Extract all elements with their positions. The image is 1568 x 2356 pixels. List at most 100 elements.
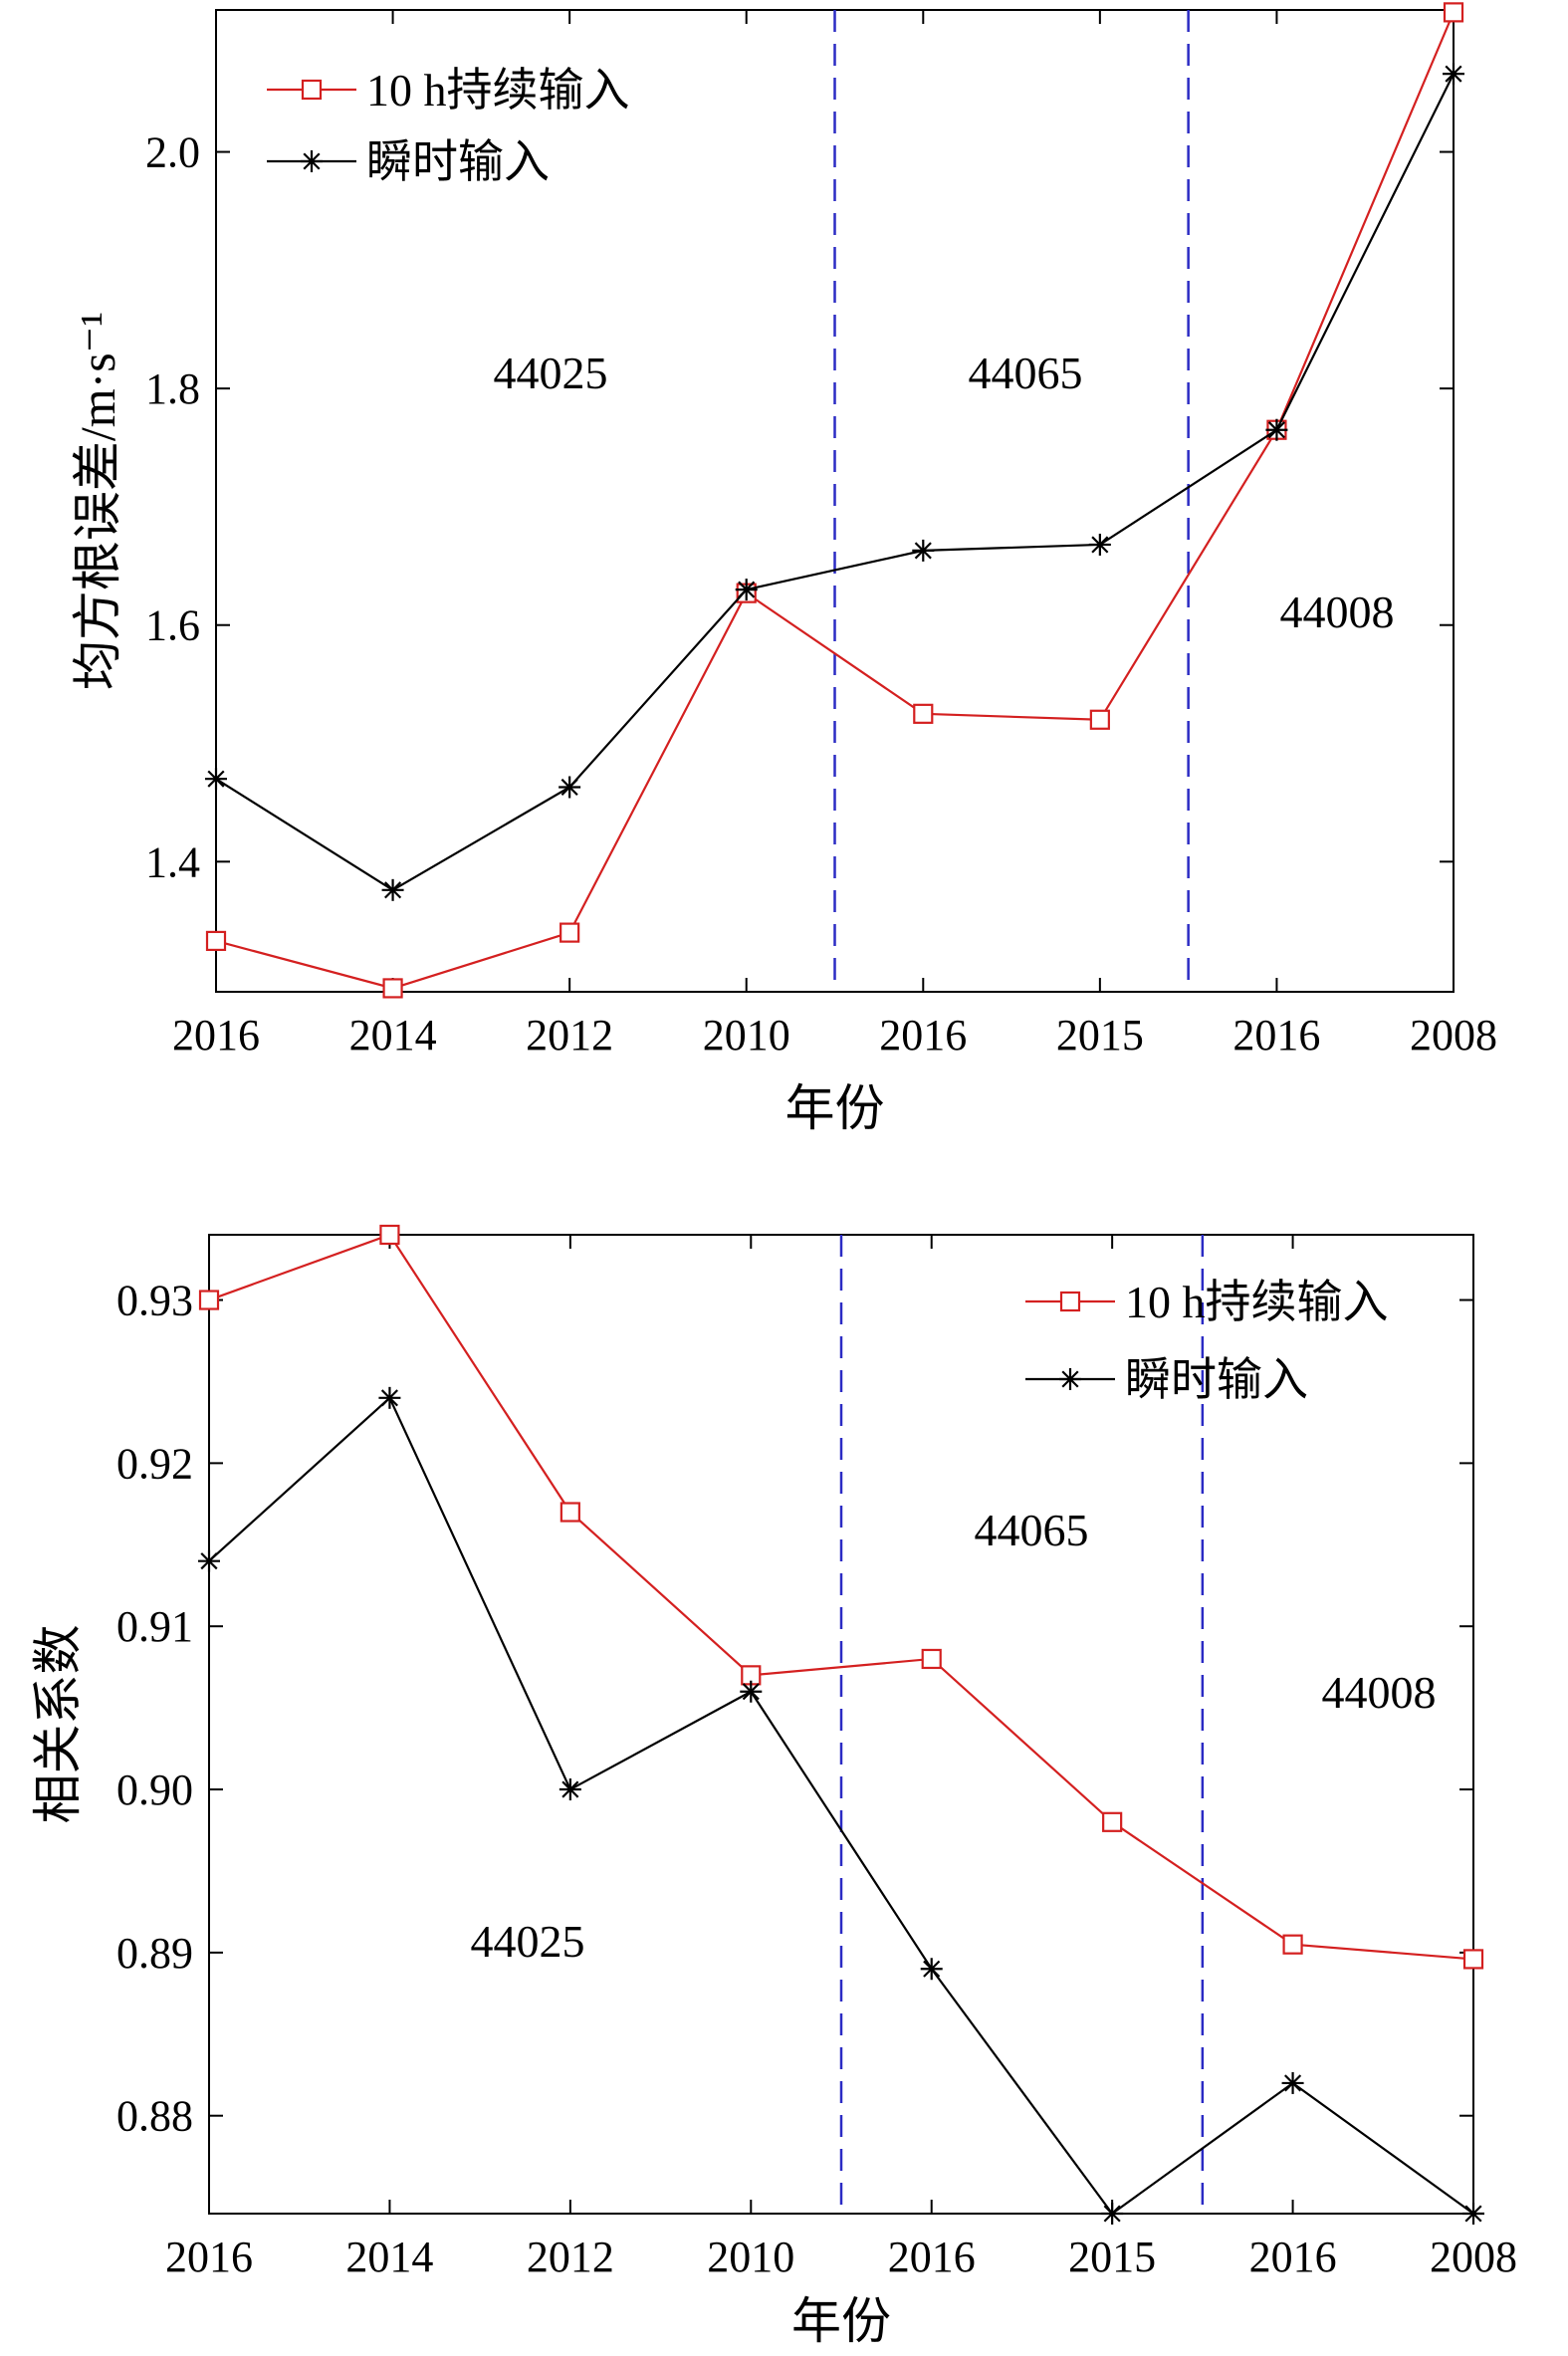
data-point-square — [205, 930, 227, 952]
data-point-star — [1088, 533, 1111, 556]
star-stroke — [303, 152, 321, 170]
star-stroke — [1267, 421, 1285, 439]
data-point-square — [198, 1290, 220, 1310]
y-tick-label: 1.4 — [145, 837, 200, 886]
data-point-square — [1059, 1291, 1081, 1312]
series-line — [215, 11, 1456, 990]
star-stroke — [380, 1389, 398, 1407]
star-stroke — [1091, 536, 1109, 554]
data-point-square — [1443, 2, 1464, 23]
data-point-square — [301, 79, 323, 101]
data-point-square — [913, 703, 934, 724]
legend-label: 瞬时输入 — [366, 136, 550, 187]
star-stroke — [738, 581, 756, 598]
chart-1: 2016 2014 2012 2010 2016 2015 2016 2008 1.4 1.6 1.… — [70, 2, 1497, 1136]
series-line — [208, 1233, 1474, 1961]
data-point-star — [920, 1958, 943, 1981]
x-axis-label: 年份 — [791, 2293, 891, 2349]
data-point-star — [198, 1549, 220, 1572]
y-tick-label: 0.93 — [116, 1277, 193, 1325]
x-tick-label: 2016 — [888, 2233, 976, 2281]
star-stroke — [384, 881, 402, 899]
data-point-square — [1089, 709, 1110, 730]
data-point-square — [379, 1224, 400, 1246]
legend-label: 10 h持续输入 — [366, 65, 630, 116]
x-tick-label: 2016 — [1249, 2233, 1337, 2281]
data-point-square — [1462, 1949, 1484, 1970]
y-axis-label: 均方根误差/m·s⁻¹ — [70, 312, 125, 690]
data-point-star — [1059, 1368, 1081, 1390]
series-line — [208, 1396, 1474, 2216]
star-stroke — [1445, 65, 1462, 83]
x-tick-label: 2016 — [165, 2233, 253, 2281]
x-tick-label: 2014 — [345, 2233, 433, 2281]
series-line — [215, 73, 1455, 892]
data-point-star — [559, 776, 581, 799]
y-tick-label: 0.92 — [116, 1439, 193, 1488]
x-tick-label: 2008 — [1410, 1011, 1497, 1060]
x-tick-label: 2015 — [1068, 2233, 1156, 2281]
data-point-square — [560, 1502, 580, 1523]
y-tick-label: 0.91 — [116, 1602, 193, 1651]
data-point-star — [912, 539, 935, 562]
chart-2: 2016 2014 2012 2010 2016 2015 2016 2008 0.88 0.89… — [30, 1224, 1517, 2349]
data-point-star — [559, 1778, 581, 1801]
star-stroke — [1103, 2205, 1121, 2223]
y-tick-label: 0.88 — [116, 2092, 193, 2141]
y-axis-label: 相关系数 — [30, 1625, 86, 1824]
x-tick-label: 2016 — [879, 1011, 967, 1060]
y-tick-label: 1.6 — [145, 601, 200, 650]
star-stroke — [1284, 2074, 1302, 2092]
star-stroke — [561, 1780, 579, 1798]
star-stroke — [200, 1552, 218, 1570]
data-point-star — [1281, 2071, 1304, 2094]
data-point-star — [1265, 418, 1288, 441]
legend-label: 10 h持续输入 — [1125, 1277, 1389, 1327]
legend-label: 瞬时输入 — [1125, 1354, 1308, 1405]
x-tick-label: 2015 — [1056, 1011, 1144, 1060]
x-tick-label: 2012 — [527, 2233, 614, 2281]
region-label: 44008 — [1322, 1667, 1437, 1718]
region-label: 44025 — [494, 348, 608, 398]
data-point-star — [740, 1680, 763, 1703]
star-stroke — [207, 770, 225, 788]
region-label: 44065 — [975, 1505, 1089, 1555]
x-tick-label: 2010 — [703, 1011, 790, 1060]
y-tick-label: 0.89 — [116, 1929, 193, 1978]
data-point-square — [921, 1648, 942, 1670]
x-tick-label: 2016 — [172, 1011, 260, 1060]
x-tick-label: 2008 — [1430, 2233, 1517, 2281]
star-stroke — [1464, 2205, 1482, 2223]
star-stroke — [914, 542, 932, 560]
data-point-square — [1102, 1811, 1123, 1832]
star-stroke — [742, 1683, 760, 1701]
x-tick-label: 2016 — [1232, 1011, 1320, 1060]
data-point-star — [301, 150, 323, 172]
data-point-star — [735, 579, 758, 601]
data-point-star — [1101, 2203, 1124, 2225]
y-tick-label: 0.90 — [116, 1766, 193, 1814]
region-label: 44025 — [471, 1916, 585, 1967]
data-point-star — [1443, 63, 1464, 86]
star-stroke — [1061, 1370, 1079, 1388]
data-point-square — [382, 978, 403, 999]
y-tick-label: 1.8 — [145, 364, 200, 413]
data-point-star — [381, 878, 404, 901]
x-tick-label: 2010 — [707, 2233, 794, 2281]
x-axis-label: 年份 — [785, 1080, 885, 1136]
star-stroke — [560, 778, 578, 797]
data-point-star — [1462, 2203, 1484, 2225]
star-stroke — [923, 1960, 941, 1978]
data-point-star — [205, 768, 227, 791]
x-tick-label: 2014 — [349, 1011, 437, 1060]
region-label: 44008 — [1280, 587, 1395, 637]
data-point-square — [1282, 1934, 1303, 1955]
y-tick-label: 2.0 — [145, 128, 200, 177]
region-label: 44065 — [969, 348, 1083, 398]
data-point-square — [560, 922, 580, 943]
x-tick-label: 2012 — [526, 1011, 613, 1060]
